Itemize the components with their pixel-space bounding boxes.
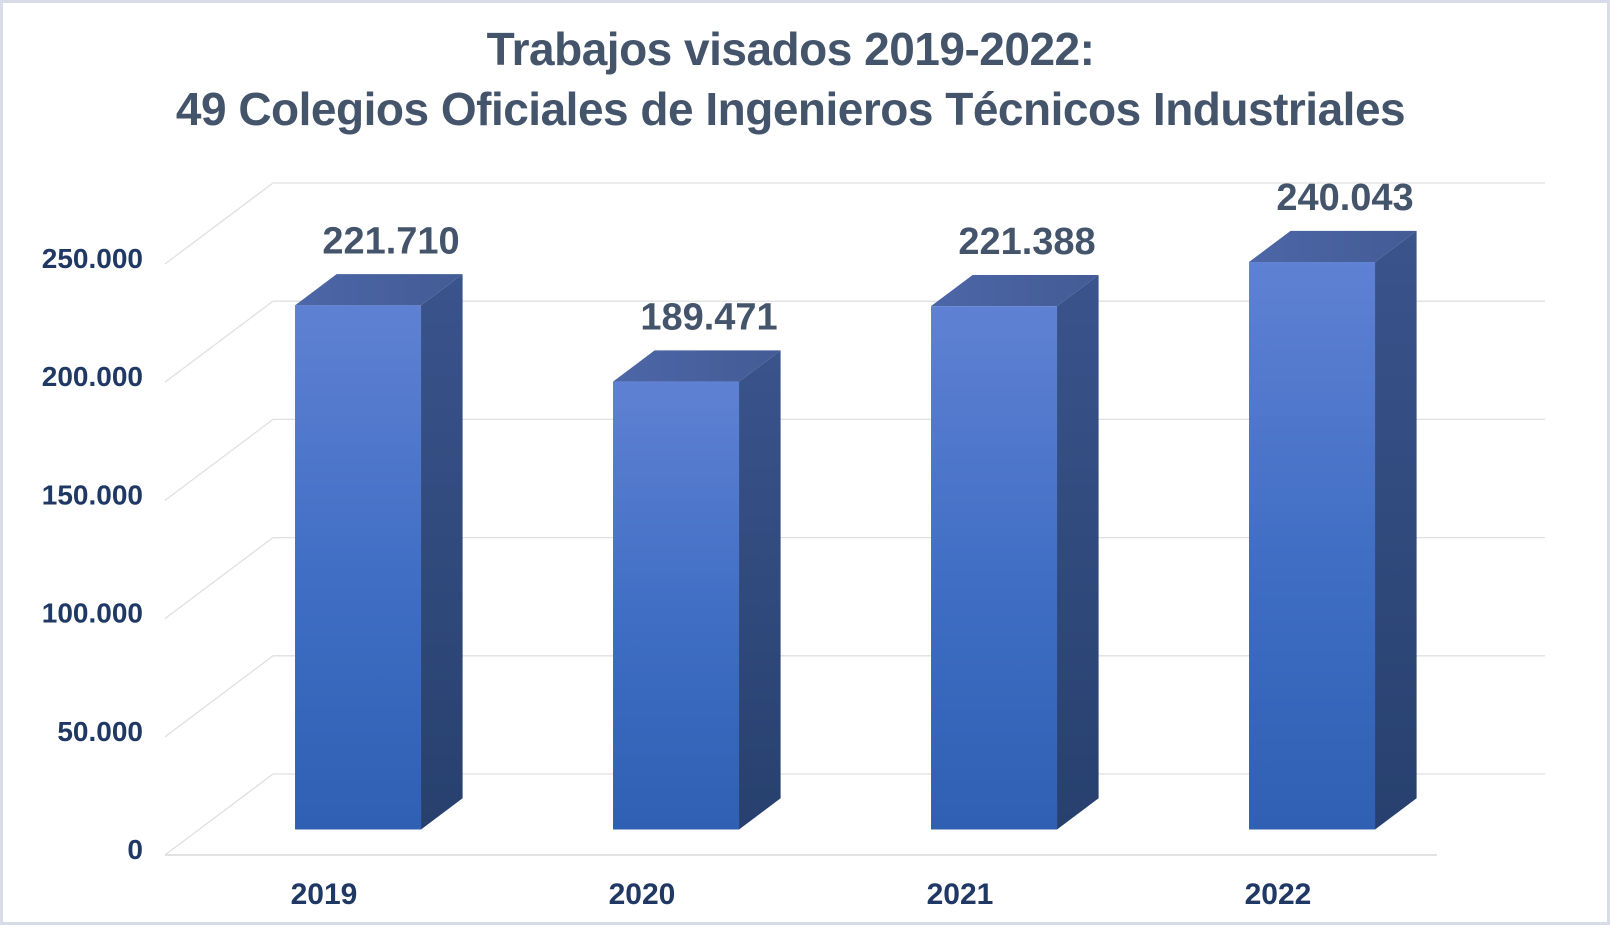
bar-2019: 221.710 2019 [291,220,463,911]
bar-top-face [613,350,781,382]
chart-title-line-1: Trabajos visados 2019-2022: [486,23,1095,75]
gridline-depth-segment [164,773,274,856]
bar-value-label: 221.388 [958,221,1095,263]
bar-top-face [1249,230,1417,263]
y-axis-tick-label: 250.000 [42,243,143,274]
y-axis-tick-label: 50.000 [57,716,143,747]
bar-front-face [295,305,422,830]
bar-side-face [1057,274,1099,830]
bar-value-label: 240.043 [1276,177,1413,219]
bar-front-face [931,306,1058,830]
bar-2021: 221.388 2021 [927,221,1099,911]
x-axis-category-label: 2020 [609,878,676,911]
bar-side-face [1375,230,1417,830]
gridline-depth-segment [164,655,274,738]
bar-value-label: 221.710 [322,220,459,262]
gridline-depth-segment [164,182,274,265]
chart-title-line-2: 49 Colegios Oficiales de Ingenieros Técn… [175,83,1406,135]
x-axis-category-label: 2022 [1245,878,1312,911]
bar-2022: 240.043 2022 [1245,177,1417,911]
y-axis-tick-label: 200.000 [42,361,143,392]
x-axis-category-label: 2021 [927,878,994,911]
bar-side-face [739,350,781,830]
x-axis-category-label: 2019 [291,878,358,911]
y-axis-tick-label: 150.000 [42,479,143,510]
y-axis-tick-label: 0 [127,834,143,865]
y-axis-tick-label: 100.000 [42,598,143,629]
bar-2020: 189.471 2020 [609,297,781,911]
bar-front-face [613,381,740,830]
bar-top-face [931,274,1099,307]
bar-front-face [1249,262,1376,830]
gridlines: 0 50.000 100.000 150.000 200.000 250.000 [42,182,1545,865]
bar-chart-canvas: 0 50.000 100.000 150.000 200.000 250.000 221.7… [42,177,1545,911]
bar-top-face [295,274,463,306]
bar-value-label: 189.471 [640,297,777,339]
bar-side-face [421,274,463,830]
chart-title: Trabajos visados 2019-2022: 49 Colegios … [3,19,1578,139]
gridline-depth-segment [164,537,274,620]
gridline-depth-segment [164,300,274,383]
gridline-depth-segment [164,418,274,501]
